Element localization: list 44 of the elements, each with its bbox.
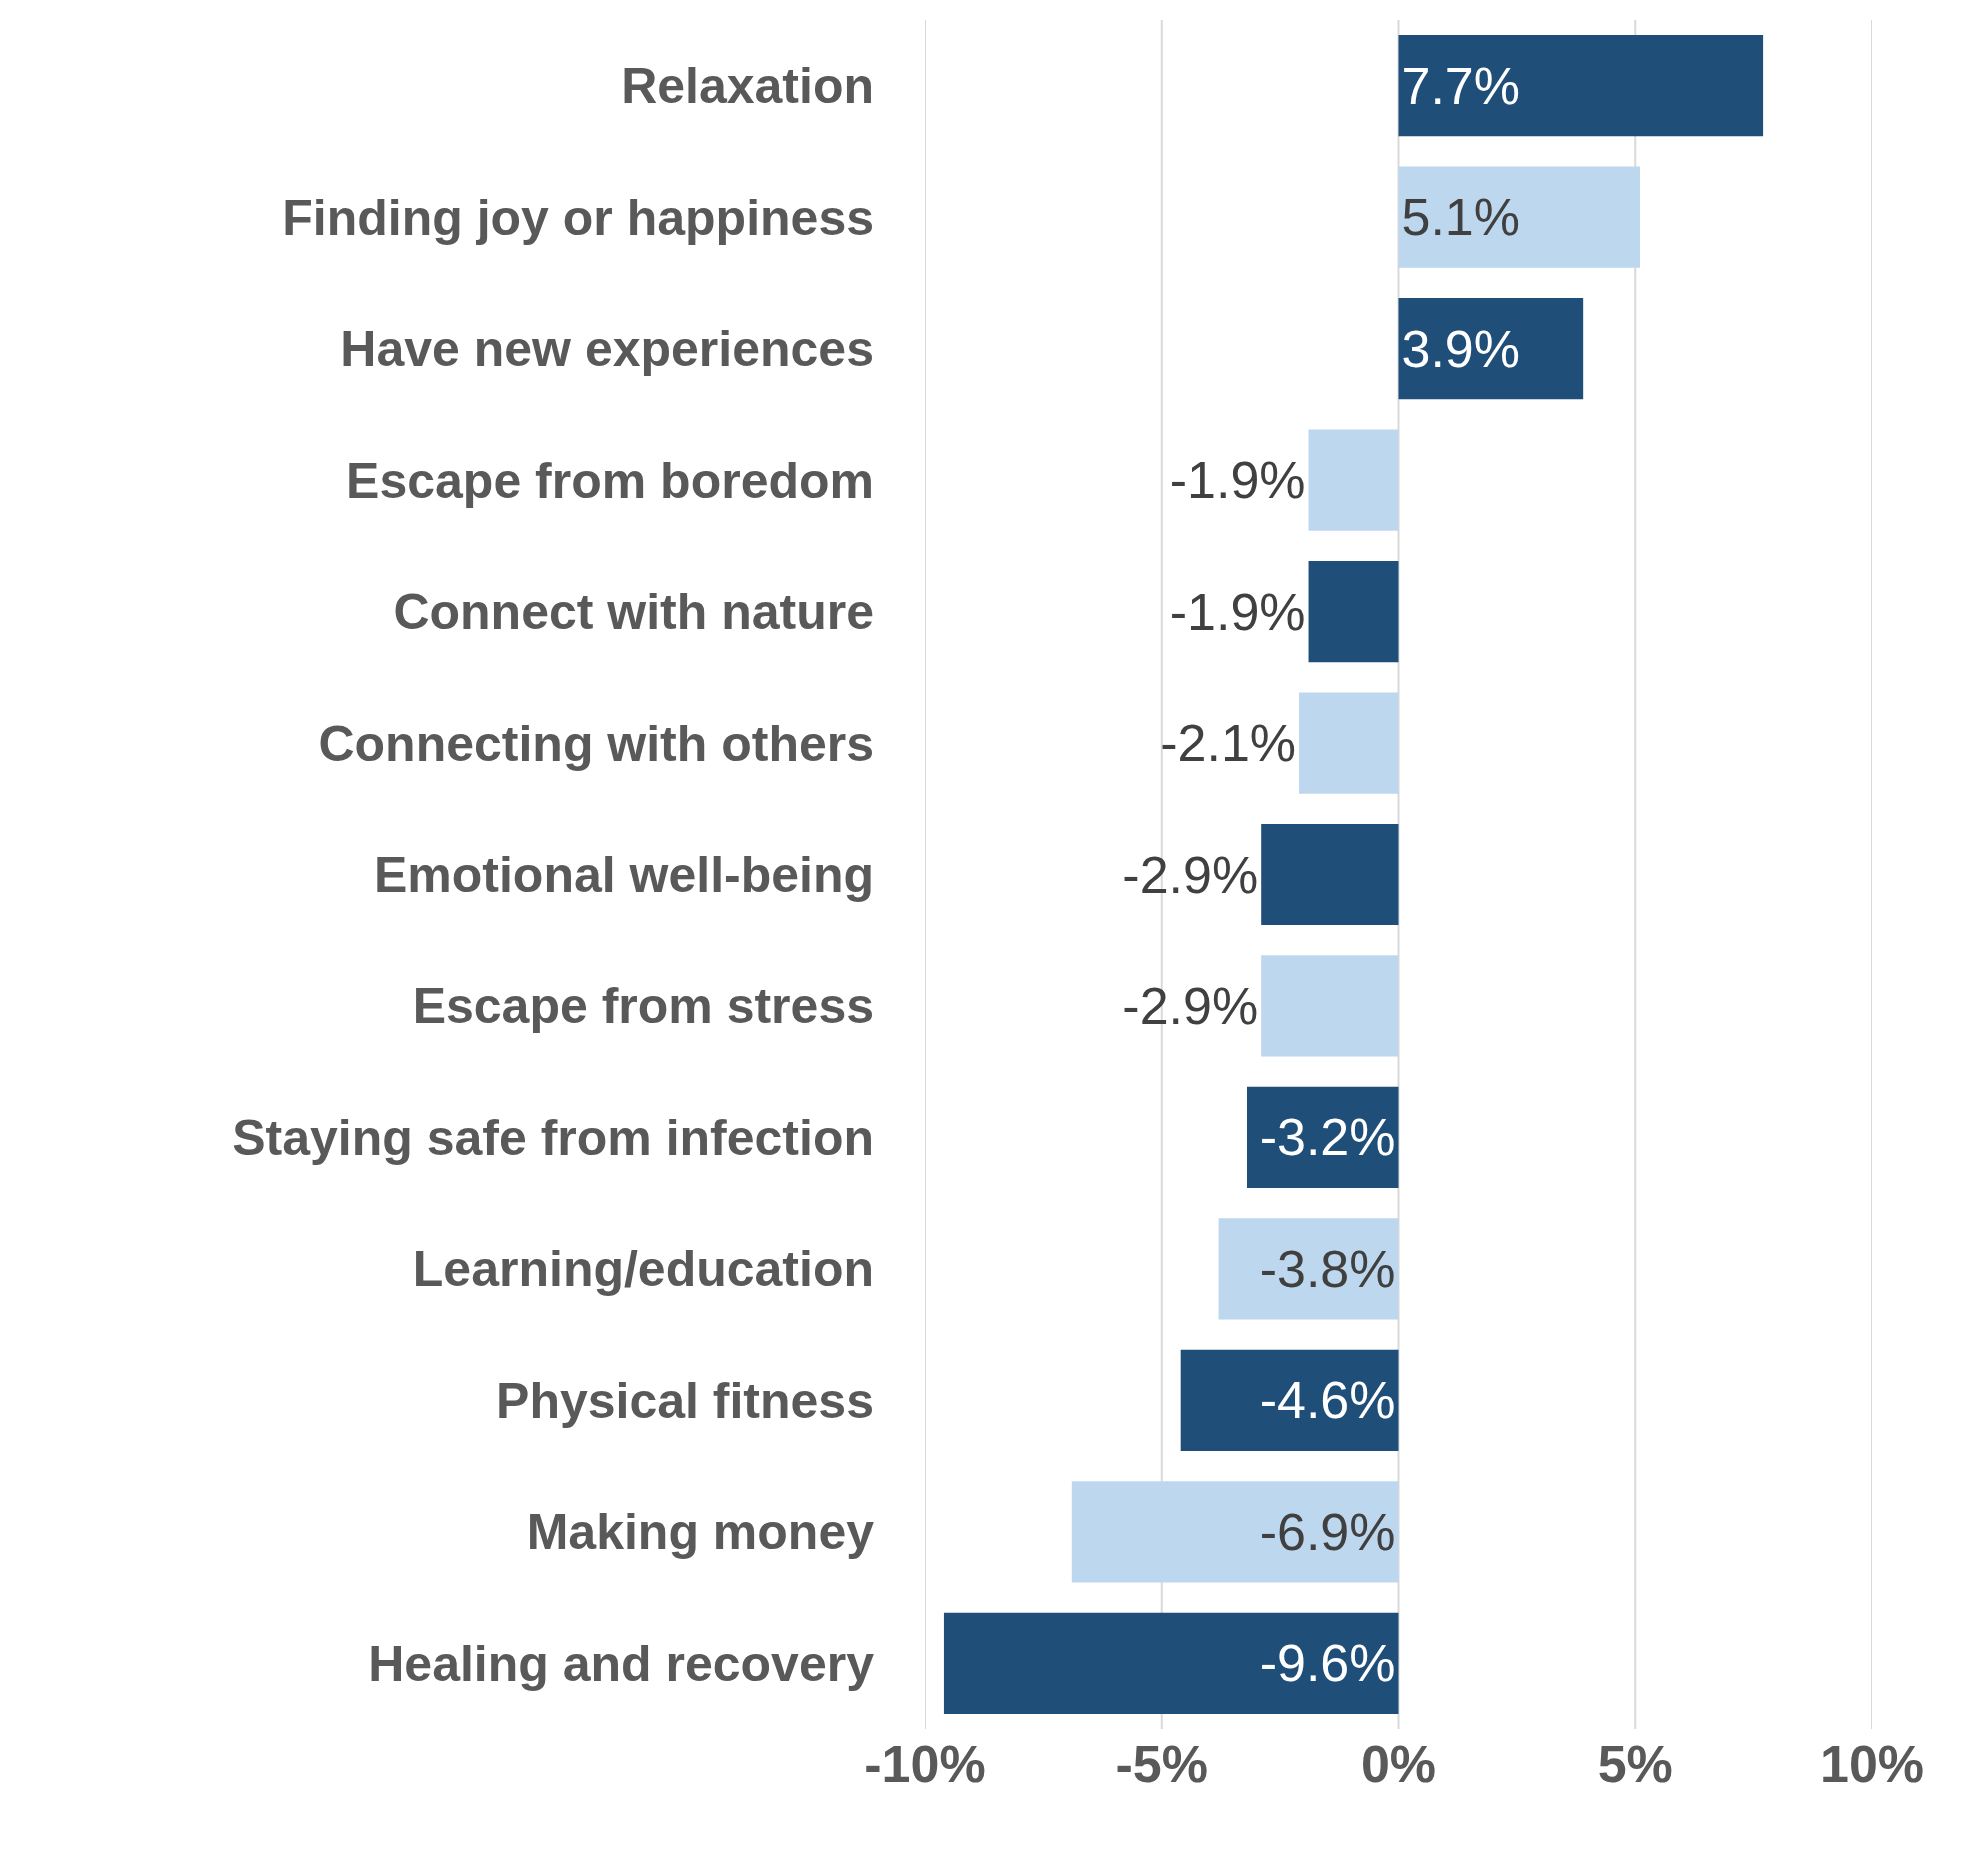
data-label: -9.6% [1259, 1634, 1396, 1693]
y-tick-label: Emotional well-being [373, 847, 874, 903]
data-label: -2.1% [1160, 714, 1297, 773]
data-label: -6.9% [1259, 1502, 1396, 1561]
bar [1308, 560, 1399, 663]
bar [1299, 692, 1399, 794]
data-label: -2.9% [1122, 976, 1259, 1035]
x-tick-label: -5% [1115, 1735, 1208, 1793]
x-tick-label: -10% [864, 1735, 986, 1793]
y-tick-label: Relaxation [621, 58, 874, 115]
y-tick-label: Making money [526, 1504, 875, 1561]
data-label: 3.9% [1401, 319, 1521, 378]
y-tick-label: Physical fitness [496, 1372, 874, 1429]
bar [1246, 1086, 1399, 1189]
x-tick-label: 0% [1360, 1735, 1437, 1793]
bar [1398, 35, 1764, 137]
bar [1398, 166, 1640, 268]
data-label: 5.1% [1401, 188, 1521, 247]
y-tick-label: Connecting with others [318, 715, 874, 772]
data-label: -1.9% [1169, 582, 1306, 641]
y-tick-label: Learning/education [412, 1241, 874, 1298]
data-label: -2.9% [1122, 845, 1259, 904]
x-tick-label: 10% [1819, 1735, 1925, 1793]
y-tick-label: Have new experiences [340, 321, 874, 378]
data-label: -3.2% [1259, 1108, 1396, 1167]
bar [1398, 298, 1584, 400]
y-tick-label: Escape from boredom [346, 452, 874, 509]
data-label: -3.8% [1259, 1239, 1396, 1298]
data-label: -4.6% [1259, 1371, 1396, 1430]
y-tick-label: Finding joy or happiness [282, 189, 874, 246]
y-tick-label: Escape from stress [412, 978, 874, 1035]
bar [1218, 1218, 1399, 1320]
y-tick-label: Connect with nature [393, 584, 874, 641]
data-label: -1.9% [1169, 451, 1306, 510]
bar [1261, 955, 1399, 1057]
bar [1071, 1481, 1399, 1583]
bar [1261, 823, 1399, 926]
bar [943, 1612, 1399, 1714]
data-label: 7.7% [1401, 56, 1521, 115]
bar [1180, 1349, 1399, 1451]
y-tick-label: Healing and recovery [368, 1635, 875, 1692]
x-tick-label: 5% [1597, 1735, 1673, 1793]
y-tick-label: Staying safe from infection [232, 1109, 874, 1166]
bar [1308, 429, 1399, 531]
